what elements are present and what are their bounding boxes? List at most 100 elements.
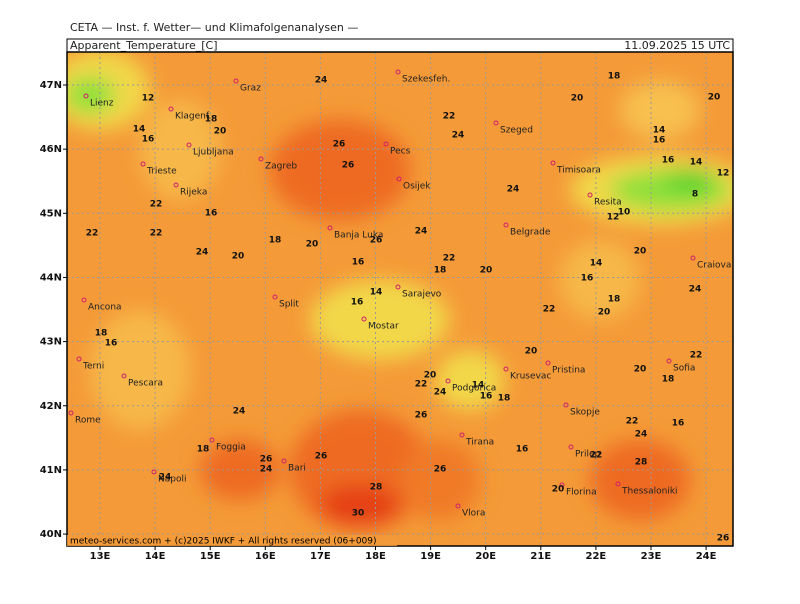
city-dot (76, 356, 82, 362)
city-name: Mostar (368, 322, 399, 332)
field (67, 52, 733, 546)
city-name: Split (279, 300, 299, 310)
contour-label: 14 (690, 158, 703, 168)
city-name: Podgorica (452, 384, 496, 394)
contour-label: 22 (590, 451, 603, 461)
contour-label: 12 (607, 213, 620, 223)
city-dot (121, 373, 127, 379)
contour-label: 14 (133, 125, 146, 135)
contour-label: 16 (352, 258, 365, 268)
contour-label: 16 (672, 419, 685, 429)
city-name: Thessaloniki (621, 487, 678, 497)
city-name: Foggia (216, 443, 246, 453)
title: Apparent_Temperature_[C] (70, 39, 218, 52)
contour-label: 16 (142, 135, 155, 145)
contour-label: 22 (543, 305, 556, 315)
city-name: Ancona (88, 303, 122, 313)
city-name: Timisoara (556, 166, 601, 176)
contour-label: 24 (635, 430, 648, 440)
city-dot (168, 106, 174, 112)
city-dot (459, 432, 465, 438)
lon-label: 13E (90, 551, 111, 562)
contour-label: 16 (105, 339, 118, 349)
contour-label: 14 (370, 288, 383, 298)
institute: CETA — Inst. f. Wetter— und Klimafolgena… (70, 21, 358, 34)
city-name: Bari (288, 464, 306, 474)
contour-label: 24 (233, 407, 246, 417)
city-name: Belgrade (510, 228, 551, 238)
contour-label: 26 (333, 140, 346, 150)
contour-label: 24 (452, 131, 465, 141)
contour-label: 20 (306, 240, 319, 250)
contour-label: 14 (590, 259, 603, 269)
city-dot (361, 316, 367, 322)
city-name: Pecs (390, 147, 411, 157)
contour-label: 16 (480, 392, 493, 402)
contour-label: 24 (196, 248, 209, 258)
city-dot (151, 469, 157, 475)
city-name: Krusevac (510, 372, 551, 382)
city-dot (615, 481, 621, 487)
contour-label: 22 (150, 229, 163, 239)
contour-label: 24 (689, 285, 702, 295)
lat-label: 43N (40, 337, 62, 348)
contour-label: 24 (315, 76, 328, 86)
contour-label: 16 (581, 274, 594, 284)
city-dot (173, 182, 179, 188)
time: 11.09.2025 15 UTC (624, 39, 730, 52)
city-dot (568, 444, 574, 450)
city-dot (83, 93, 89, 99)
contour-label: 18 (95, 329, 108, 339)
lon-label: 17E (310, 551, 331, 562)
city-dot (455, 503, 461, 509)
city-name: Rome (75, 416, 101, 426)
lon-label: 22E (586, 551, 607, 562)
lon-label: 24E (696, 551, 717, 562)
city-name: Tirana (465, 438, 494, 448)
frame (66, 51, 734, 547)
contour-label: 20 (480, 266, 493, 276)
city-dot (186, 142, 192, 148)
city-name: Resita (594, 198, 622, 208)
contour-label: 20 (525, 347, 538, 357)
city-dot (81, 297, 87, 303)
contour-label: 14 (653, 126, 666, 136)
contour-label: 18 (197, 445, 210, 455)
city-name: Pristina (552, 366, 585, 376)
contour-label: 22 (86, 229, 99, 239)
contour-label: 8 (692, 190, 698, 200)
city-name: Zagreb (265, 162, 297, 172)
city-name: Graz (240, 84, 261, 94)
lat-label: 46N (40, 144, 62, 155)
contour-label: 26 (260, 455, 273, 465)
contour-label: 20 (598, 308, 611, 318)
city-dot (545, 360, 551, 366)
city-dot (587, 192, 593, 198)
contour-label: 26 (717, 534, 730, 544)
city-dot (559, 482, 565, 488)
contour-label: 24 (434, 388, 447, 398)
lat-label: 47N (40, 80, 62, 91)
city-dot (281, 458, 287, 464)
city-name: Trieste (146, 167, 177, 177)
contour-label: 18 (608, 295, 621, 305)
contour-label: 20 (552, 485, 565, 495)
contour-label: 20 (214, 127, 227, 137)
lat-label: 41N (40, 465, 62, 476)
footer-bg (67, 535, 397, 546)
city-dot (209, 437, 215, 443)
lon-label: 16E (255, 551, 276, 562)
city-name: Ljubljana (193, 148, 234, 158)
contour-label: 16 (516, 445, 529, 455)
contour-label: 18 (662, 375, 675, 385)
contour-label: 12 (717, 169, 730, 179)
city-dot (666, 358, 672, 364)
contour-label: 26 (342, 161, 355, 171)
lat-label: 44N (40, 272, 62, 283)
city-name: Szeged (500, 126, 533, 136)
city-name: Sofia (673, 364, 695, 374)
city-name: Napoli (158, 475, 186, 485)
city-dot (383, 141, 389, 147)
contour-label: 16 (205, 209, 218, 219)
contour-label: 10 (618, 208, 631, 218)
